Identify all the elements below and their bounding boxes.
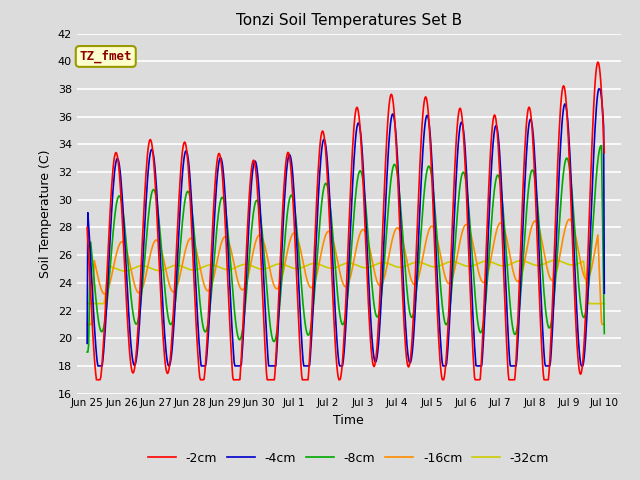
-2cm xyxy=(476,377,483,383)
-4cm xyxy=(597,89,605,95)
-8cm xyxy=(475,325,483,331)
-2cm xyxy=(600,150,608,156)
-16cm xyxy=(195,260,203,265)
-4cm xyxy=(83,340,91,346)
-2cm xyxy=(308,314,316,320)
-16cm xyxy=(475,270,483,276)
-8cm xyxy=(595,148,603,154)
-32cm xyxy=(475,260,483,266)
Y-axis label: Soil Temperature (C): Soil Temperature (C) xyxy=(39,149,52,278)
-2cm xyxy=(533,228,541,234)
Title: Tonzi Soil Temperatures Set B: Tonzi Soil Temperatures Set B xyxy=(236,13,462,28)
-2cm xyxy=(597,78,605,84)
-4cm xyxy=(308,333,316,338)
Text: TZ_fmet: TZ_fmet xyxy=(79,50,132,63)
-4cm xyxy=(196,349,204,355)
X-axis label: Time: Time xyxy=(333,414,364,427)
-8cm xyxy=(598,143,605,148)
-32cm xyxy=(195,266,203,272)
Legend: -2cm, -4cm, -8cm, -16cm, -32cm: -2cm, -4cm, -8cm, -16cm, -32cm xyxy=(143,447,554,469)
-8cm xyxy=(195,289,203,295)
-8cm xyxy=(218,195,225,201)
-4cm xyxy=(533,196,541,202)
-16cm xyxy=(307,285,315,290)
-32cm xyxy=(218,265,225,271)
-4cm xyxy=(600,290,608,296)
-16cm xyxy=(596,283,604,289)
-8cm xyxy=(600,331,608,336)
Line: -16cm: -16cm xyxy=(87,219,604,324)
Line: -8cm: -8cm xyxy=(87,145,604,352)
-2cm xyxy=(594,59,602,65)
-16cm xyxy=(83,322,91,327)
-4cm xyxy=(476,363,483,369)
-4cm xyxy=(94,363,102,369)
-16cm xyxy=(566,216,573,222)
-2cm xyxy=(196,374,204,380)
-32cm xyxy=(600,300,608,306)
-2cm xyxy=(218,168,226,173)
-32cm xyxy=(532,263,540,268)
Line: -32cm: -32cm xyxy=(87,260,604,303)
-2cm xyxy=(83,225,91,230)
Line: -4cm: -4cm xyxy=(87,89,604,366)
-4cm xyxy=(218,159,226,165)
-16cm xyxy=(532,219,540,225)
-8cm xyxy=(307,324,315,330)
Line: -2cm: -2cm xyxy=(87,62,604,380)
-4cm xyxy=(595,86,603,92)
-2cm xyxy=(93,377,100,383)
-16cm xyxy=(600,322,608,327)
-16cm xyxy=(218,240,225,246)
-8cm xyxy=(532,186,540,192)
-32cm xyxy=(552,257,559,263)
-32cm xyxy=(307,261,315,267)
-32cm xyxy=(596,300,604,306)
-32cm xyxy=(83,300,91,306)
-8cm xyxy=(83,349,91,355)
